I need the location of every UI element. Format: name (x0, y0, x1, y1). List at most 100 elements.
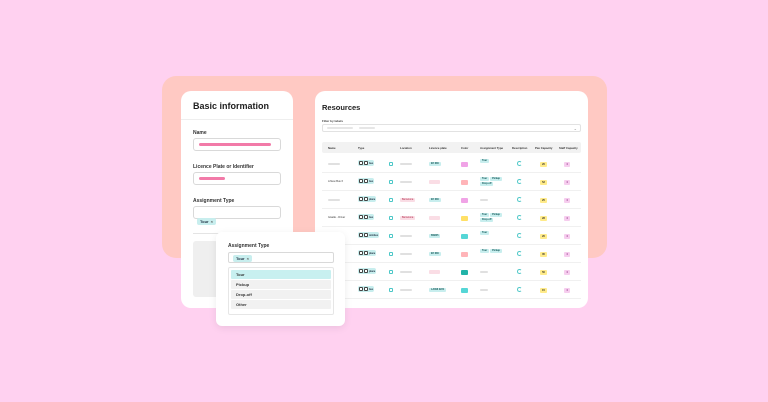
option-drop-off[interactable]: Drop-off (231, 290, 331, 299)
row-name: Giselle - Driver (328, 216, 346, 219)
table-row[interactable]: Giselle - Driver bus Barcelona Tour Pickup Dr… (322, 209, 581, 227)
refresh-icon[interactable] (517, 179, 522, 184)
table-row[interactable]: plane EF 636 Tour Pickup 35 4 (322, 245, 581, 263)
assignment-chip: Pickup (490, 249, 502, 253)
row-types: plane (358, 250, 377, 256)
option-pickup[interactable]: Pickup (231, 280, 331, 289)
type-tag: bus (358, 160, 375, 166)
staff-capacity-badge: 4 (564, 270, 570, 275)
col-location[interactable]: Location (400, 146, 412, 150)
col-color[interactable]: Color (461, 146, 469, 150)
vehicle-icon (364, 287, 368, 291)
licence-input[interactable] (193, 172, 281, 185)
licence-value-placeholder (199, 177, 225, 180)
color-swatch (461, 162, 468, 167)
plate-badge: EF 636 (429, 252, 441, 256)
table-row[interactable]: A New Bus X bus Tour Pickup Drop-off 52 4 (322, 173, 581, 191)
filter-label: Filter by labels (322, 119, 344, 123)
assignment-chips: Tour (480, 231, 508, 235)
edit-icon[interactable] (389, 252, 393, 256)
assignment-chip: Tour (480, 159, 490, 163)
vehicle-icon (359, 233, 363, 237)
vehicle-icon (364, 197, 368, 201)
edit-icon[interactable] (389, 270, 393, 274)
table-row[interactable]: bus EF 636 Tour 20 4 (322, 155, 581, 173)
vehicle-icon (359, 179, 363, 183)
color-swatch (461, 234, 468, 239)
refresh-icon[interactable] (517, 251, 522, 256)
name-value-placeholder (199, 143, 271, 146)
edit-icon[interactable] (389, 162, 393, 166)
row-types: bus (358, 160, 375, 166)
type-tag: plane (358, 250, 377, 256)
table-row[interactable]: plane 50 4 (322, 263, 581, 281)
vehicle-icon (359, 197, 363, 201)
assignment-chip: Drop-off (480, 182, 494, 186)
refresh-icon[interactable] (517, 269, 522, 274)
edit-icon[interactable] (389, 234, 393, 238)
col-licence-plate[interactable]: Licence plate (429, 146, 447, 150)
assignment-chip: Pickup (490, 213, 502, 217)
refresh-icon[interactable] (517, 161, 522, 166)
type-label: plane (369, 269, 376, 273)
type-tag: bus (358, 178, 375, 184)
staff-capacity-badge: 4 (564, 252, 570, 257)
pax-capacity-badge: 35 (540, 252, 547, 257)
vehicle-icon (359, 269, 363, 273)
plate-badge: LA096 2221 (429, 288, 447, 292)
vehicle-icon (364, 233, 368, 237)
table-row[interactable]: bus LA096 2221 15 4 (322, 281, 581, 299)
col-staff-capacity[interactable]: Staff Capacity (559, 146, 578, 150)
location-placeholder (400, 181, 412, 183)
type-tag: bus (358, 286, 375, 292)
plate-empty-badge (429, 180, 440, 184)
pax-capacity-badge: 28 (540, 216, 547, 221)
plate-badge: BN225 (429, 234, 441, 238)
option-other[interactable]: Other (231, 300, 331, 309)
basic-information-card: Basic information Name Licence Plate or … (181, 91, 293, 308)
type-label: bus (369, 215, 374, 219)
refresh-icon[interactable] (517, 215, 522, 220)
vehicle-icon (364, 161, 368, 165)
option-tour[interactable]: Tour (231, 270, 331, 279)
close-icon[interactable]: × (210, 219, 213, 224)
col-pax-capacity[interactable]: Pax Capacity (535, 146, 553, 150)
color-swatch (461, 288, 468, 293)
assignment-chip: Tour (480, 177, 490, 181)
table-row[interactable]: minibus BN225 Tour 20 4 (322, 227, 581, 245)
pax-capacity-badge: 15 (540, 288, 547, 293)
col-type[interactable]: Type (358, 146, 365, 150)
pax-capacity-badge: 20 (540, 234, 547, 239)
color-swatch (461, 270, 468, 275)
row-types: minibus (358, 232, 380, 238)
plate-empty-badge (429, 270, 440, 274)
filter-input[interactable]: ⌄ (322, 124, 581, 132)
name-input[interactable] (193, 138, 281, 151)
col-assignment-type[interactable]: Assignment Type (480, 146, 504, 150)
color-swatch (461, 180, 468, 185)
col-name[interactable]: Name (328, 146, 336, 150)
assignment-chip: Tour × (197, 218, 216, 225)
refresh-icon[interactable] (517, 287, 522, 292)
resources-card: Resources Filter by labels ⌄ Name Type L… (315, 91, 588, 308)
type-tag: plane (358, 268, 377, 274)
close-icon[interactable]: × (246, 256, 249, 261)
edit-icon[interactable] (389, 288, 393, 292)
refresh-icon[interactable] (517, 197, 522, 202)
col-description[interactable]: Description (512, 146, 528, 150)
refresh-icon[interactable] (517, 233, 522, 238)
plate-badge: EF 636 (429, 162, 441, 166)
edit-icon[interactable] (389, 216, 393, 220)
dropdown-input[interactable]: Tour × (228, 252, 334, 263)
edit-icon[interactable] (389, 198, 393, 202)
edit-icon[interactable] (389, 180, 393, 184)
table-row[interactable]: plane Barcelona EF 636 25 4 (322, 191, 581, 209)
pax-capacity-badge: 50 (540, 270, 547, 275)
row-types: plane (358, 268, 377, 274)
location-placeholder (400, 253, 412, 255)
type-tag: plane (358, 196, 377, 202)
assignment-type-input[interactable]: Tour × (193, 206, 281, 225)
chevron-down-icon[interactable]: ⌄ (573, 126, 577, 131)
vehicle-icon (359, 287, 363, 291)
plate-badge: EF 636 (429, 198, 441, 202)
